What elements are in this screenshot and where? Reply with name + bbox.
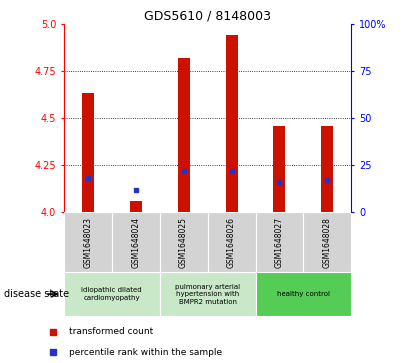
Text: healthy control: healthy control [277,291,330,297]
Bar [159,272,256,316]
Text: GSM1648024: GSM1648024 [131,217,140,268]
Bar [303,212,351,272]
Text: GSM1648023: GSM1648023 [83,217,92,268]
Bar [256,212,303,272]
Bar [82,93,94,212]
Text: GSM1648025: GSM1648025 [179,217,188,268]
Text: idiopathic dilated
cardiomyopathy: idiopathic dilated cardiomyopathy [81,287,142,301]
Text: pulmonary arterial
hypertension with
BMPR2 mutation: pulmonary arterial hypertension with BMP… [175,284,240,305]
Bar [273,126,286,212]
Title: GDS5610 / 8148003: GDS5610 / 8148003 [144,9,271,23]
Bar [112,212,159,272]
Text: GSM1648027: GSM1648027 [275,217,284,268]
Text: disease state: disease state [4,289,69,299]
Bar [159,212,208,272]
Text: transformed count: transformed count [69,327,154,336]
Bar [178,58,189,212]
Bar [256,272,351,316]
Bar [321,126,333,212]
Bar [208,212,256,272]
Text: percentile rank within the sample: percentile rank within the sample [69,348,223,356]
Text: GSM1648028: GSM1648028 [323,217,332,268]
Bar [129,201,142,212]
Bar [226,35,238,212]
Bar [64,272,159,316]
Text: GSM1648026: GSM1648026 [227,217,236,268]
Bar [64,212,112,272]
